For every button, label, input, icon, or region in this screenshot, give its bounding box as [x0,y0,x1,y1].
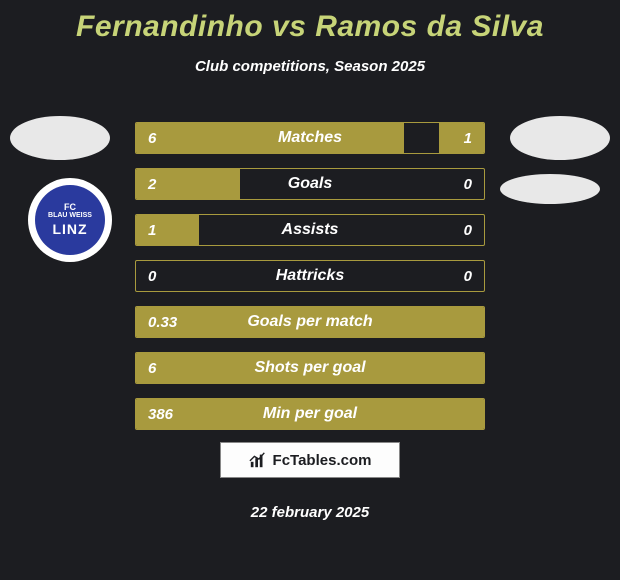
stat-row: 0 0Hattricks [135,260,485,292]
stat-row: 10Assists [135,214,485,246]
chart-icon [249,451,267,469]
value-right: 1 [452,123,484,153]
value-right: 0 [452,261,484,291]
stat-row: 386Min per goal [135,398,485,430]
club-left-line3: LINZ [52,222,87,237]
value-left: 0.33 [136,307,189,337]
stat-row: 0.33Goals per match [135,306,485,338]
player-right-avatar [510,116,610,160]
player-left-avatar [10,116,110,160]
club-left-badge-inner: FC BLAU WEISS LINZ [35,185,105,255]
club-left-badge: FC BLAU WEISS LINZ [28,178,112,262]
value-left: 1 [136,215,168,245]
bar-left [136,353,484,383]
fctables-watermark: FcTables.com [220,442,400,478]
value-right: 0 [452,169,484,199]
stat-row: 20Goals [135,168,485,200]
value-left: 6 [136,123,168,153]
stat-row: 6Shots per goal [135,352,485,384]
value-left: 6 [136,353,168,383]
date-label: 22 february 2025 [0,504,620,521]
page-title: Fernandinho vs Ramos da Silva [0,0,620,44]
bar-left [136,399,484,429]
stat-row: 61Matches [135,122,485,154]
bar-left [136,123,404,153]
club-left-line2: BLAU WEISS [48,212,92,220]
club-right-badge [500,174,600,204]
value-left: 0 [136,261,168,291]
row-label: Hattricks [136,261,484,291]
value-left: 2 [136,169,168,199]
subtitle: Club competitions, Season 2025 [0,58,620,75]
comparison-rows: 61Matches20Goals10Assists00Hattricks0.33… [135,122,485,444]
fctables-label: FcTables.com [273,452,372,469]
club-left-line1: FC [64,203,76,213]
value-right: 0 [452,215,484,245]
value-left: 386 [136,399,185,429]
